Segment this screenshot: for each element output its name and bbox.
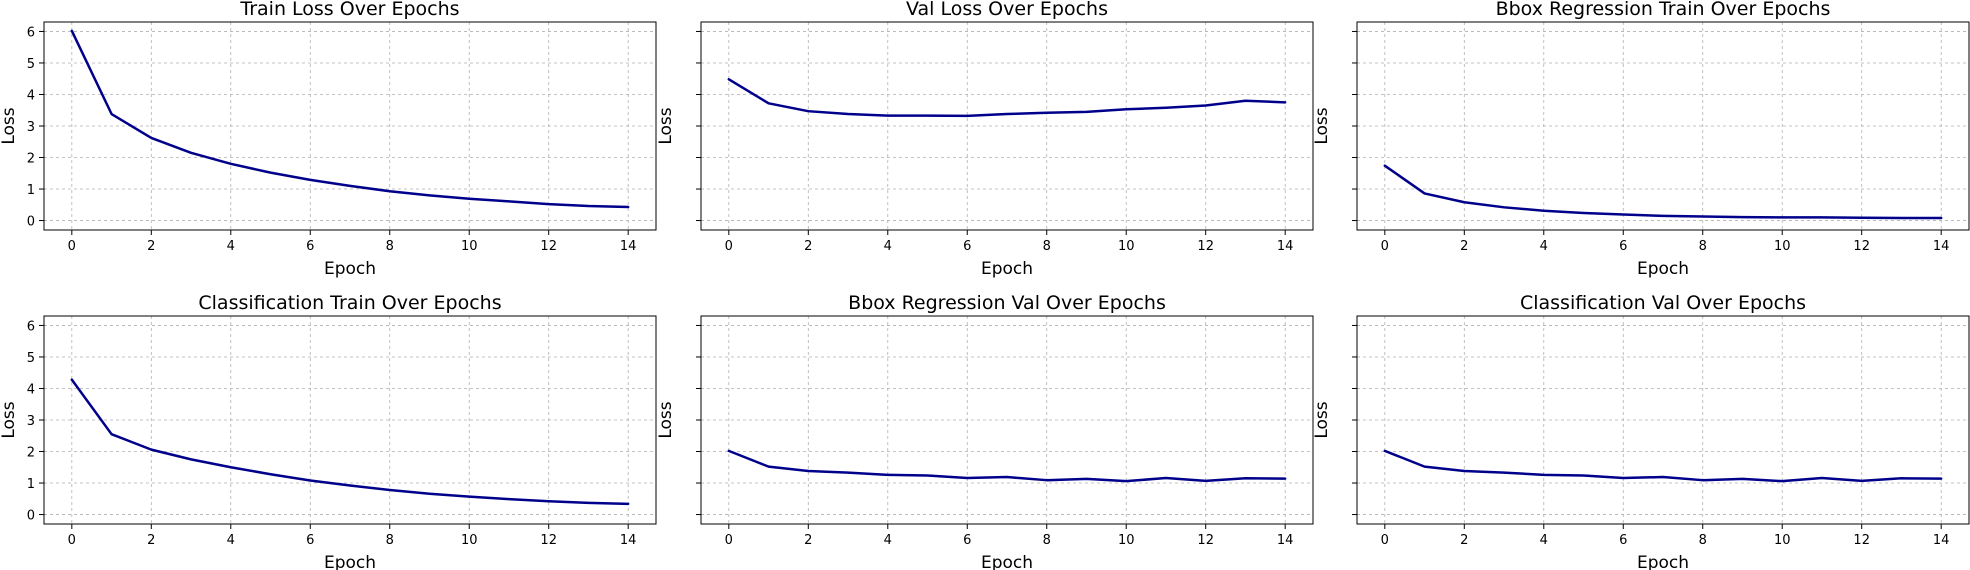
series-line-6 bbox=[1383, 449, 1943, 483]
series-line-4 bbox=[70, 378, 630, 506]
x-tick-label: 2 bbox=[804, 533, 812, 548]
x-tick-label: 10 bbox=[1118, 239, 1135, 254]
x-tick-label: 8 bbox=[1699, 533, 1707, 548]
x-tick-label: 6 bbox=[963, 239, 971, 254]
x-tick-label: 0 bbox=[725, 533, 733, 548]
x-tick-label: 2 bbox=[1460, 533, 1468, 548]
x-tick-label: 12 bbox=[1853, 533, 1870, 548]
y-tick-label: 1 bbox=[27, 183, 35, 198]
y-tick-label: 1 bbox=[27, 477, 35, 492]
x-tick-label: 8 bbox=[386, 239, 394, 254]
x-tick-label: 8 bbox=[1699, 239, 1707, 254]
y-axis-label: Loss bbox=[656, 107, 676, 144]
x-axis-label: Epoch bbox=[324, 553, 376, 570]
y-tick-label: 2 bbox=[27, 446, 35, 461]
y-tick-label: 6 bbox=[27, 319, 35, 334]
series-line-3 bbox=[1383, 164, 1943, 220]
x-tick-label: 0 bbox=[68, 239, 76, 254]
x-axis-label: Epoch bbox=[981, 259, 1033, 279]
x-tick-label: 4 bbox=[1540, 533, 1548, 548]
chart-title: Bbox Regression Train Over Epochs bbox=[1496, 0, 1831, 20]
x-tick-label: 6 bbox=[963, 533, 971, 548]
x-tick-label: 14 bbox=[620, 239, 637, 254]
x-tick-label: 4 bbox=[884, 239, 892, 254]
x-tick-label: 6 bbox=[1619, 533, 1627, 548]
x-tick-label: 12 bbox=[1197, 533, 1214, 548]
x-tick-label: 6 bbox=[1619, 239, 1627, 254]
x-tick-label: 12 bbox=[540, 239, 557, 254]
series-line-1 bbox=[70, 29, 630, 209]
x-axis-label: Epoch bbox=[981, 553, 1033, 570]
chart-title: Classification Val Over Epochs bbox=[1520, 292, 1806, 314]
x-tick-label: 14 bbox=[620, 533, 637, 548]
x-tick-label: 4 bbox=[227, 239, 235, 254]
x-tick-label: 0 bbox=[1381, 239, 1389, 254]
x-tick-label: 2 bbox=[147, 533, 155, 548]
x-tick-label: 4 bbox=[1540, 239, 1548, 254]
y-tick-label: 0 bbox=[27, 509, 35, 524]
chart-title: Bbox Regression Val Over Epochs bbox=[848, 292, 1166, 314]
x-tick-label: 8 bbox=[386, 533, 394, 548]
y-axis-label: Loss bbox=[0, 401, 19, 438]
x-tick-label: 8 bbox=[1043, 239, 1051, 254]
y-tick-label: 5 bbox=[27, 351, 35, 366]
x-tick-label: 10 bbox=[1118, 533, 1135, 548]
x-tick-label: 0 bbox=[725, 239, 733, 254]
y-tick-label: 4 bbox=[27, 382, 35, 397]
x-tick-label: 14 bbox=[1277, 533, 1294, 548]
x-tick-label: 6 bbox=[306, 239, 314, 254]
chart-title: Val Loss Over Epochs bbox=[906, 0, 1108, 20]
y-tick-label: 0 bbox=[27, 215, 35, 230]
x-tick-label: 12 bbox=[1197, 239, 1214, 254]
x-tick-label: 4 bbox=[884, 533, 892, 548]
chart-panel-5: 0 2 4 6 8 10 12 14 Bbox Regression Val Over Epoc… bbox=[656, 292, 1314, 570]
x-tick-label: 14 bbox=[1933, 533, 1950, 548]
x-tick-label: 6 bbox=[306, 533, 314, 548]
y-tick-label: 4 bbox=[27, 88, 35, 103]
y-axis-label: Loss bbox=[1312, 107, 1332, 144]
y-tick-label: 3 bbox=[27, 120, 35, 135]
series-line-5 bbox=[727, 449, 1287, 483]
series-line-2 bbox=[727, 78, 1287, 118]
y-tick-label: 2 bbox=[27, 152, 35, 167]
x-tick-label: 10 bbox=[461, 533, 478, 548]
chart-panel-2: 0 2 4 6 8 10 12 14 Val Loss Over Epochs Epoch Loss bbox=[656, 0, 1314, 279]
x-axis-label: Epoch bbox=[1637, 553, 1689, 570]
x-tick-label: 4 bbox=[227, 533, 235, 548]
x-tick-label: 0 bbox=[1381, 533, 1389, 548]
x-tick-label: 2 bbox=[147, 239, 155, 254]
y-tick-label: 3 bbox=[27, 414, 35, 429]
x-tick-label: 10 bbox=[1774, 239, 1791, 254]
x-tick-label: 12 bbox=[540, 533, 557, 548]
x-axis-label: Epoch bbox=[1637, 259, 1689, 279]
chart-panel-3: 0 2 4 6 8 10 12 14 Bbox Regression Train Over Ep… bbox=[1312, 0, 1970, 279]
x-tick-label: 12 bbox=[1853, 239, 1870, 254]
y-tick-label: 5 bbox=[27, 57, 35, 72]
x-tick-label: 14 bbox=[1933, 239, 1950, 254]
y-axis-label: Loss bbox=[1312, 401, 1332, 438]
chart-title: Classification Train Over Epochs bbox=[198, 292, 501, 314]
x-axis-label: Epoch bbox=[324, 259, 376, 279]
x-tick-label: 2 bbox=[1460, 239, 1468, 254]
y-axis-label: Loss bbox=[656, 401, 676, 438]
x-tick-label: 10 bbox=[1774, 533, 1791, 548]
chart-panel-6: 0 2 4 6 8 10 12 14 Classification Val Over Epoch… bbox=[1312, 292, 1970, 570]
x-tick-label: 2 bbox=[804, 239, 812, 254]
chart-title: Train Loss Over Epochs bbox=[239, 0, 459, 20]
x-tick-label: 8 bbox=[1043, 533, 1051, 548]
x-tick-label: 14 bbox=[1277, 239, 1294, 254]
x-tick-label: 0 bbox=[68, 533, 76, 548]
x-tick-label: 10 bbox=[461, 239, 478, 254]
y-axis-label: Loss bbox=[0, 107, 19, 144]
y-tick-label: 6 bbox=[27, 25, 35, 40]
